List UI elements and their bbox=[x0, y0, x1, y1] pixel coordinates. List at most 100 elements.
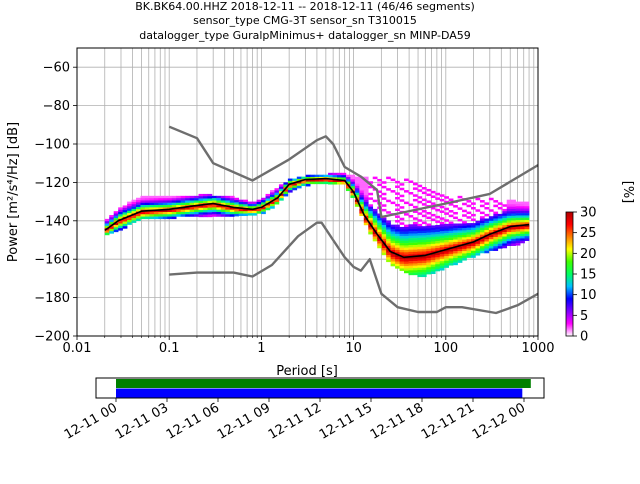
density-cell bbox=[149, 202, 155, 206]
density-cell bbox=[412, 228, 418, 232]
density-cell bbox=[462, 258, 467, 261]
density-cell bbox=[502, 215, 508, 219]
density-cell bbox=[479, 225, 485, 228]
density-cell bbox=[417, 249, 423, 252]
density-cell bbox=[408, 244, 414, 248]
density-cell bbox=[497, 230, 503, 233]
density-cell bbox=[136, 216, 141, 219]
density-cell bbox=[395, 259, 400, 262]
density-cell bbox=[462, 246, 467, 250]
density-cell bbox=[502, 231, 508, 235]
density-cell bbox=[412, 210, 418, 213]
colorbar-tick-label: 20 bbox=[580, 247, 597, 262]
density-cell bbox=[136, 209, 141, 212]
density-cell bbox=[256, 199, 262, 203]
density-cell bbox=[457, 225, 463, 229]
density-cell bbox=[274, 188, 280, 191]
density-cell bbox=[417, 184, 423, 188]
density-cell bbox=[109, 215, 114, 218]
density-cell bbox=[462, 232, 467, 236]
density-cell bbox=[515, 240, 521, 244]
density-cell bbox=[435, 264, 441, 267]
density-cell bbox=[421, 237, 427, 241]
density-cell bbox=[207, 214, 213, 218]
density-cell bbox=[404, 229, 409, 232]
density-cell bbox=[314, 181, 320, 185]
density-cell bbox=[479, 211, 485, 215]
density-cell bbox=[198, 200, 204, 204]
density-cell bbox=[515, 229, 521, 232]
density-cell bbox=[475, 250, 481, 254]
density-cell bbox=[430, 257, 436, 261]
density-cell bbox=[466, 230, 472, 233]
density-cell bbox=[158, 202, 164, 206]
density-cell bbox=[350, 174, 356, 178]
density-cell bbox=[444, 265, 449, 268]
density-cell bbox=[520, 238, 525, 241]
density-cell bbox=[399, 259, 405, 262]
density-cell bbox=[381, 252, 387, 256]
density-cell bbox=[417, 274, 423, 278]
density-cell bbox=[211, 209, 217, 213]
density-cell bbox=[506, 222, 512, 226]
density-cell bbox=[511, 201, 516, 205]
density-cell bbox=[515, 222, 521, 225]
density-cell bbox=[511, 236, 516, 240]
density-cell bbox=[457, 228, 463, 231]
density-cell bbox=[368, 229, 374, 233]
density-cell bbox=[153, 202, 159, 206]
density-cell bbox=[390, 243, 396, 246]
density-cell bbox=[198, 212, 204, 215]
density-cell bbox=[390, 226, 396, 230]
density-cell bbox=[368, 213, 374, 217]
density-cell bbox=[462, 255, 467, 259]
density-cell bbox=[136, 213, 141, 217]
density-cell bbox=[497, 220, 503, 224]
density-cell bbox=[448, 210, 454, 213]
density-cell bbox=[158, 207, 164, 210]
density-cell bbox=[439, 251, 445, 255]
density-cell bbox=[341, 172, 347, 176]
density-cell bbox=[395, 245, 400, 248]
density-cell bbox=[421, 187, 427, 190]
density-cell bbox=[140, 195, 146, 199]
density-cell bbox=[457, 237, 463, 240]
density-cell bbox=[203, 210, 208, 213]
density-cell bbox=[363, 211, 369, 214]
colorbar-ticks: 0 5 10 15 20 25 30 bbox=[573, 206, 597, 345]
density-cell bbox=[332, 177, 338, 180]
density-cell bbox=[426, 244, 432, 247]
density-cell bbox=[377, 245, 382, 249]
density-cell bbox=[502, 243, 508, 246]
title-line-2: sensor_type CMG-3T sensor_sn T310015 bbox=[193, 14, 417, 27]
density-cell bbox=[261, 206, 266, 210]
density-cell bbox=[395, 192, 400, 195]
noise-model-lines bbox=[104, 125, 538, 315]
density-cell bbox=[211, 198, 217, 201]
density-cell bbox=[430, 246, 436, 249]
density-cell bbox=[471, 246, 476, 249]
density-cell bbox=[225, 200, 231, 203]
density-cell bbox=[511, 204, 516, 207]
density-cell bbox=[381, 238, 387, 242]
density-cell bbox=[211, 211, 217, 215]
density-cell bbox=[265, 198, 271, 202]
density-cell bbox=[296, 181, 302, 184]
density-cell bbox=[511, 243, 516, 246]
density-cell bbox=[381, 181, 387, 184]
density-cell bbox=[381, 229, 387, 233]
density-cell bbox=[493, 211, 499, 215]
colorbar-tick-label: 5 bbox=[580, 309, 588, 324]
density-cell bbox=[109, 228, 114, 232]
density-cell bbox=[359, 206, 365, 210]
timeline-tick-label: 12-11 03 bbox=[113, 400, 171, 442]
density-cell bbox=[278, 193, 284, 197]
density-cell bbox=[466, 232, 472, 235]
density-cell bbox=[421, 244, 427, 248]
density-cell bbox=[368, 204, 374, 207]
density-cell bbox=[283, 193, 289, 197]
density-cell bbox=[314, 174, 320, 178]
density-cell bbox=[488, 248, 494, 251]
density-cell bbox=[439, 235, 445, 239]
density-cell bbox=[319, 181, 324, 185]
